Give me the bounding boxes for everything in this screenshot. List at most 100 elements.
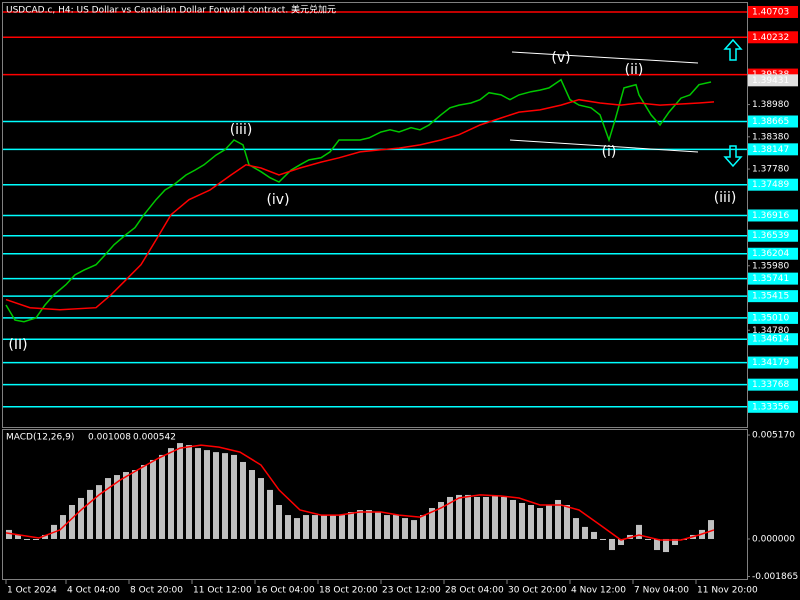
wave-label: (iii)	[230, 122, 253, 138]
level-label-box	[748, 229, 798, 242]
histogram-bar	[15, 534, 21, 539]
x-tick-label: 4 Oct 04:00	[67, 586, 120, 596]
histogram-bar	[393, 515, 399, 539]
x-tick-label: 11 Nov 20:00	[697, 586, 758, 596]
histogram-bar	[78, 497, 84, 539]
histogram-bar	[6, 529, 12, 539]
level-label: 1.38147	[752, 145, 789, 155]
histogram-bar	[132, 470, 138, 539]
last-price-box	[748, 74, 798, 87]
histogram-bar	[474, 496, 480, 539]
histogram-bar	[321, 515, 327, 539]
level-label-box	[748, 209, 798, 222]
level-label-box	[748, 143, 798, 156]
y-tick-label: 1.38980	[752, 100, 789, 110]
histogram-bar	[267, 489, 273, 539]
level-label: 1.35415	[752, 292, 789, 302]
level-label-box	[748, 272, 798, 285]
x-tick-label: 1 Oct 2024	[7, 586, 57, 596]
histogram-bar	[357, 510, 363, 539]
histogram-bar	[213, 452, 219, 539]
wave-label: (II)	[8, 337, 27, 353]
histogram-bar	[636, 524, 642, 539]
level-label-box	[748, 400, 798, 413]
histogram-bar	[402, 518, 408, 539]
histogram-bar	[348, 512, 354, 539]
histogram-bar	[24, 538, 30, 540]
level-label-box	[748, 290, 798, 303]
level-label: 1.36539	[752, 231, 789, 241]
histogram-bar	[708, 520, 714, 539]
x-tick-label: 28 Oct 04:00	[445, 586, 504, 596]
histogram-bar	[528, 505, 534, 539]
histogram-bar	[510, 499, 516, 539]
level-label-box	[748, 247, 798, 260]
histogram-bar	[195, 448, 201, 539]
series-line	[5, 78, 712, 323]
histogram-bar	[492, 495, 498, 539]
histogram-bar	[483, 496, 489, 539]
histogram-bar	[645, 538, 651, 540]
level-label: 1.38665	[752, 117, 789, 127]
histogram-bar	[582, 526, 588, 539]
histogram-bar	[33, 538, 39, 540]
level-label-box	[748, 333, 798, 346]
wave-label: (v)	[551, 50, 570, 66]
histogram-bar	[294, 518, 300, 539]
macd-value: 0.000542	[133, 433, 176, 443]
histogram-bar	[330, 515, 336, 539]
histogram-bar	[168, 448, 174, 539]
y-tick-label: 1.38380	[752, 132, 789, 142]
level-label: 1.35010	[752, 313, 789, 323]
histogram-bar	[42, 534, 48, 539]
level-label-box	[748, 31, 798, 44]
level-label-box	[748, 378, 798, 391]
x-tick-label: 11 Oct 12:00	[193, 586, 252, 596]
x-tick-label: 30 Oct 20:00	[508, 586, 567, 596]
macd-frame	[2, 429, 748, 580]
histogram-bar	[141, 464, 147, 539]
histogram-bar	[123, 472, 129, 539]
histogram-bar	[204, 450, 210, 539]
level-label: 1.37489	[752, 180, 789, 190]
histogram-bar	[177, 443, 183, 539]
histogram-bar	[672, 538, 678, 546]
wave-label: (ii)	[625, 62, 644, 78]
wave-label: (iv)	[266, 192, 289, 208]
last-price-label: 1.39431	[752, 76, 789, 86]
histogram-bar	[285, 515, 291, 539]
macd-value: 0.001008	[88, 433, 131, 443]
histogram-bar	[447, 496, 453, 539]
histogram-bar	[96, 485, 102, 539]
up-arrow	[723, 38, 743, 61]
level-label-box	[748, 311, 798, 324]
histogram-bar	[600, 538, 606, 540]
histogram-bar	[537, 508, 543, 539]
histogram-bar	[258, 478, 264, 539]
histogram-bar	[654, 538, 660, 551]
down-arrow	[723, 145, 743, 168]
level-label: 1.36204	[752, 249, 789, 259]
histogram-bar	[303, 515, 309, 539]
wave-label: (i)	[602, 144, 617, 160]
level-label: 1.36916	[752, 211, 789, 221]
level-label: 1.40232	[752, 33, 789, 43]
histogram-bar	[564, 505, 570, 539]
level-label: 1.34179	[752, 358, 789, 368]
level-label: 1.33356	[752, 402, 789, 412]
x-tick-label: 8 Oct 20:00	[130, 586, 183, 596]
level-label-box	[748, 115, 798, 128]
histogram-bar	[456, 494, 462, 539]
histogram-bar	[546, 505, 552, 539]
series-line	[5, 98, 715, 311]
level-label-box	[748, 178, 798, 191]
histogram-bar	[465, 494, 471, 539]
level-label: 1.35741	[752, 274, 789, 284]
histogram-bar	[501, 496, 507, 539]
y-tick-label: 1.35980	[752, 261, 789, 271]
histogram-bar	[222, 453, 228, 539]
histogram-bar	[87, 489, 93, 539]
y-tick-label: 0.005170	[752, 431, 795, 441]
histogram-bar	[420, 515, 426, 539]
